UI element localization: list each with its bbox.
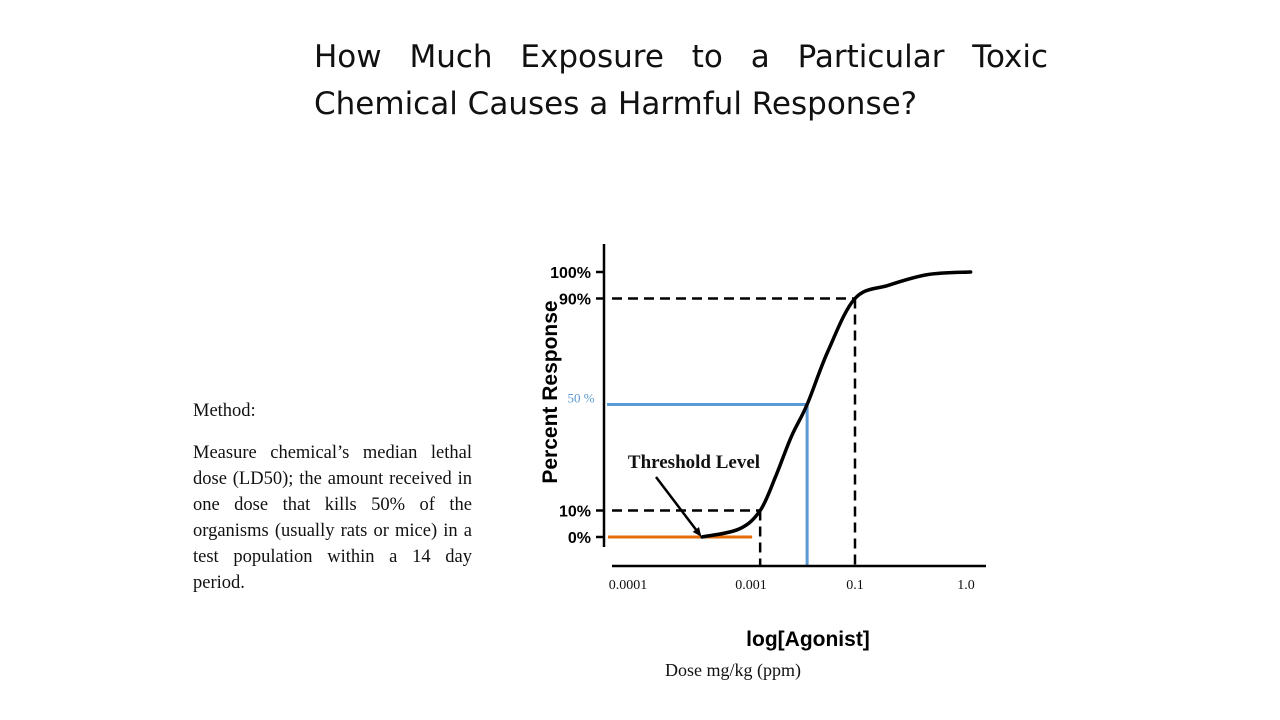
x-tick-label: 0.001 bbox=[735, 578, 767, 593]
x-tick-label: 0.0001 bbox=[609, 578, 648, 593]
guide-lines bbox=[607, 297, 857, 566]
dose-response-curve bbox=[700, 270, 973, 539]
slide-title: How Much Exposure to a Particular Toxic … bbox=[314, 39, 1048, 122]
x-axis-title: log[Agonist] bbox=[746, 628, 870, 651]
axis-labels: 100% 90% 10% 0% 0.0001 0.001 0.1 1.0 Percent Res… bbox=[539, 265, 975, 681]
ld50-label: 50 % bbox=[567, 391, 594, 406]
method-block: Method: Measure chemical’s median lethal… bbox=[193, 398, 472, 596]
y-tick-label: 100% bbox=[550, 265, 591, 282]
y-tick-label: 90% bbox=[559, 292, 591, 309]
method-heading: Method: bbox=[193, 401, 256, 421]
x-axis-caption: Dose mg/kg (ppm) bbox=[665, 660, 801, 681]
x-tick-label: 1.0 bbox=[957, 578, 975, 593]
y-axis-title: Percent Response bbox=[539, 300, 562, 483]
method-description: Measure chemical’s median lethal dose (L… bbox=[193, 443, 472, 593]
threshold-annotation-label: Threshold Level bbox=[628, 452, 760, 473]
annotations: Threshold Level bbox=[628, 452, 760, 537]
y-tick-label: 0% bbox=[568, 530, 591, 547]
x-tick-label: 0.1 bbox=[846, 578, 864, 593]
threshold-arrow bbox=[655, 476, 702, 537]
series-group bbox=[700, 270, 973, 539]
chart-axes bbox=[596, 244, 986, 568]
y-tick-label: 10% bbox=[559, 504, 591, 521]
